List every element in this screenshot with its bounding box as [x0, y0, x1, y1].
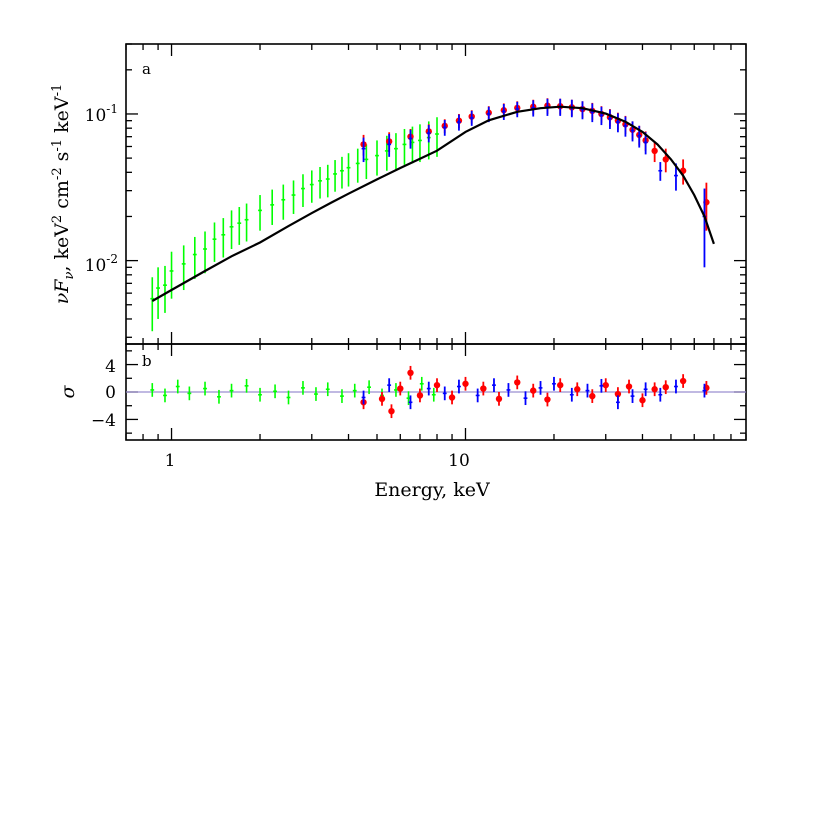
data-point [574, 386, 581, 393]
data-point [388, 408, 395, 415]
data-point [679, 377, 687, 385]
data-point [448, 394, 456, 401]
data-point [530, 387, 537, 394]
data-point [639, 397, 646, 404]
x-axis-title: Energy, keV [374, 479, 490, 501]
spectrum-ticks [125, 43, 747, 344]
data-point [589, 392, 596, 400]
data-point [514, 379, 521, 386]
y-tick-label-0.1: 10-1 [85, 102, 118, 126]
data-point [651, 386, 658, 393]
x-tick-label-10: 10 [448, 451, 470, 471]
data-point [397, 385, 404, 392]
data-point [662, 156, 669, 163]
data-point [662, 384, 669, 391]
y-axis-title-a: νFν, keV2 cm-2 s-1 keV-1 [50, 84, 77, 305]
data-point [495, 395, 503, 403]
data-point [602, 381, 609, 389]
x-tick-label-1: 1 [165, 451, 176, 471]
residuals-marks [126, 365, 746, 419]
panel-label-a: a [142, 60, 151, 78]
y-tick-label-0: 0 [105, 383, 116, 403]
data-point [416, 392, 424, 399]
spectrum-plot-frame [125, 43, 747, 345]
data-point [557, 381, 564, 389]
data-point [378, 395, 386, 403]
panel-label-b: b [142, 352, 152, 370]
y-axis-title-b: σ [57, 384, 79, 398]
data-point [614, 390, 622, 398]
model-curve [151, 105, 715, 302]
data-point [625, 383, 633, 390]
y-tick-label-0.01: 10-2 [85, 252, 118, 276]
spectrum-marks [150, 98, 715, 332]
data-point [433, 381, 441, 389]
data-point [480, 385, 487, 392]
y-tick-label-4: 4 [105, 357, 116, 377]
residuals-panel: b 4 0 −4 σ 1 10 Energy, keV [57, 343, 747, 501]
data-point [407, 369, 414, 376]
data-point [462, 380, 469, 387]
spectrum-panel: a 10-1 10-2 νFν, keV2 cm-2 s-1 keV-1 [50, 43, 747, 345]
data-point [651, 147, 658, 155]
y-tick-label-minus4: −4 [91, 411, 116, 431]
data-point [544, 396, 551, 403]
